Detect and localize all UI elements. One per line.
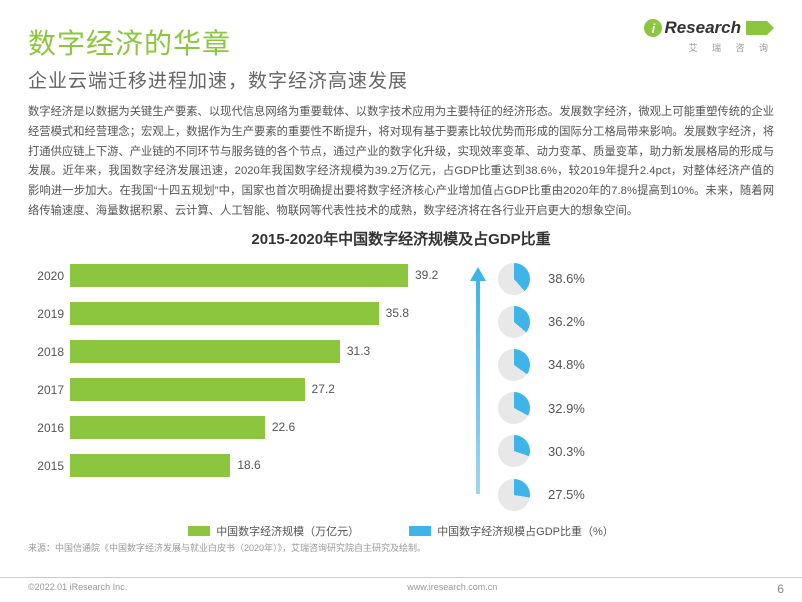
source-line: 来源：中国信通院《中国数字经济发展与就业白皮书（2020年）》，艾瑞咨询研究院自… bbox=[0, 541, 802, 554]
page-footer: ©2022.01 iResearch Inc. www.iresearch.co… bbox=[0, 577, 802, 596]
bar-year-label: 2016 bbox=[28, 421, 70, 435]
logo-icon: i bbox=[644, 19, 662, 37]
pie-label: 30.3% bbox=[548, 444, 585, 459]
pie-icon bbox=[498, 349, 530, 381]
bar-fill: 18.6 bbox=[70, 454, 230, 477]
bar-year-label: 2020 bbox=[28, 269, 70, 283]
brand-logo: i Research 艾 瑞 咨 询 bbox=[644, 18, 774, 54]
pie-row: 34.8% bbox=[498, 347, 758, 383]
pie-label: 34.8% bbox=[548, 357, 585, 372]
chart-title: 2015-2020年中国数字经济规模及占GDP比重 bbox=[0, 228, 802, 249]
bar-row: 201622.6 bbox=[28, 409, 458, 447]
pie-row: 36.2% bbox=[498, 304, 758, 340]
pie-row: 27.5% bbox=[498, 477, 758, 513]
legend-swatch-green bbox=[188, 526, 210, 536]
bar-fill: 27.2 bbox=[70, 378, 305, 401]
bar-fill: 22.6 bbox=[70, 416, 265, 439]
pie-icon bbox=[498, 306, 530, 338]
bar-value-label: 27.2 bbox=[305, 378, 335, 401]
footer-url: www.iresearch.com.cn bbox=[407, 582, 497, 596]
pie-label: 27.5% bbox=[548, 487, 585, 502]
bar-year-label: 2018 bbox=[28, 345, 70, 359]
logo-arrow-icon bbox=[746, 21, 774, 35]
bar-year-label: 2015 bbox=[28, 459, 70, 473]
bar-value-label: 39.2 bbox=[408, 264, 438, 287]
bar-row: 201518.6 bbox=[28, 447, 458, 485]
up-arrow-icon bbox=[476, 279, 480, 494]
pie-icon bbox=[498, 263, 530, 295]
bar-row: 202039.2 bbox=[28, 257, 458, 295]
arrow-column bbox=[458, 257, 498, 517]
page-subtitle: 企业云端迁移进程加速，数字经济高速发展 bbox=[28, 66, 774, 93]
legend-swatch-blue bbox=[409, 526, 431, 536]
bar-year-label: 2019 bbox=[28, 307, 70, 321]
pie-column: 38.6% 36.2% 34.8% 32.9% 30.3% 27.5% bbox=[498, 257, 758, 517]
pie-row: 32.9% bbox=[498, 390, 758, 426]
bar-row: 201727.2 bbox=[28, 371, 458, 409]
footer-copyright: ©2022.01 iResearch Inc. bbox=[28, 582, 127, 596]
bar-fill: 31.3 bbox=[70, 340, 340, 363]
pie-row: 38.6% bbox=[498, 261, 758, 297]
pie-row: 30.3% bbox=[498, 433, 758, 469]
pie-icon bbox=[498, 435, 530, 467]
bar-row: 201831.3 bbox=[28, 333, 458, 371]
logo-subtext: 艾 瑞 咨 询 bbox=[644, 41, 774, 54]
bar-year-label: 2017 bbox=[28, 383, 70, 397]
body-paragraph: 数字经济是以数据为关键生产要素、以现代信息网络为重要载体、以数字技术应用为主要特… bbox=[0, 93, 802, 222]
legend-pie: 中国数字经济规模占GDP比重（%） bbox=[409, 523, 614, 539]
bar-value-label: 35.8 bbox=[379, 302, 409, 325]
bar-row: 201935.8 bbox=[28, 295, 458, 333]
pie-icon bbox=[498, 479, 530, 511]
pie-icon bbox=[498, 392, 530, 424]
bar-fill: 39.2 bbox=[70, 264, 408, 287]
bar-fill: 35.8 bbox=[70, 302, 379, 325]
pie-label: 36.2% bbox=[548, 314, 585, 329]
bar-value-label: 18.6 bbox=[230, 454, 260, 477]
bar-value-label: 31.3 bbox=[340, 340, 370, 363]
bar-value-label: 22.6 bbox=[265, 416, 295, 439]
logo-text: Research bbox=[664, 18, 741, 38]
chart-legend: 中国数字经济规模（万亿元） 中国数字经济规模占GDP比重（%） bbox=[0, 523, 802, 539]
legend-bar-label: 中国数字经济规模（万亿元） bbox=[216, 523, 359, 539]
legend-pie-label: 中国数字经济规模占GDP比重（%） bbox=[437, 523, 614, 539]
pie-label: 32.9% bbox=[548, 401, 585, 416]
page-number: 6 bbox=[777, 582, 784, 596]
legend-bar: 中国数字经济规模（万亿元） bbox=[188, 523, 359, 539]
pie-label: 38.6% bbox=[548, 271, 585, 286]
bar-chart: 202039.2201935.8201831.3201727.2201622.6… bbox=[28, 257, 458, 517]
chart-container: 202039.2201935.8201831.3201727.2201622.6… bbox=[0, 249, 802, 517]
